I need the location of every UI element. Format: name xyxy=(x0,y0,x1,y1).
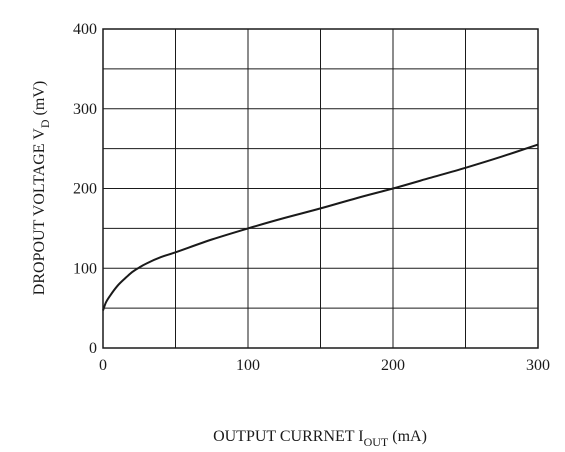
x-tick-label: 0 xyxy=(99,357,107,374)
y-tick-label: 100 xyxy=(73,260,97,277)
series-line-dropout-voltage xyxy=(102,143,539,311)
x-tick-labels: 0 100 200 300 xyxy=(99,357,550,374)
x-tick-label: 200 xyxy=(381,357,405,374)
grid-lines xyxy=(103,29,538,348)
x-tick-label: 100 xyxy=(236,357,260,374)
plot-frame xyxy=(102,28,539,349)
y-axis-label-subscript: D xyxy=(38,119,52,128)
y-tick-labels: 0 100 200 300 400 xyxy=(73,21,97,357)
x-tick-label: 300 xyxy=(526,357,550,374)
y-axis-label-unit: (mV) xyxy=(31,81,48,120)
y-tick-label: 300 xyxy=(73,101,97,118)
y-axis-label: DROPOUT VOLTAGE VD (mV) xyxy=(31,81,52,295)
y-tick-label: 0 xyxy=(89,340,97,357)
x-axis-label: OUTPUT CURRNET IOUT (mA) xyxy=(213,428,427,449)
y-tick-label: 400 xyxy=(73,21,97,38)
x-axis-label-unit: (mA) xyxy=(388,428,427,445)
x-axis-label-subscript: OUT xyxy=(364,435,389,449)
y-tick-label: 200 xyxy=(73,181,97,198)
